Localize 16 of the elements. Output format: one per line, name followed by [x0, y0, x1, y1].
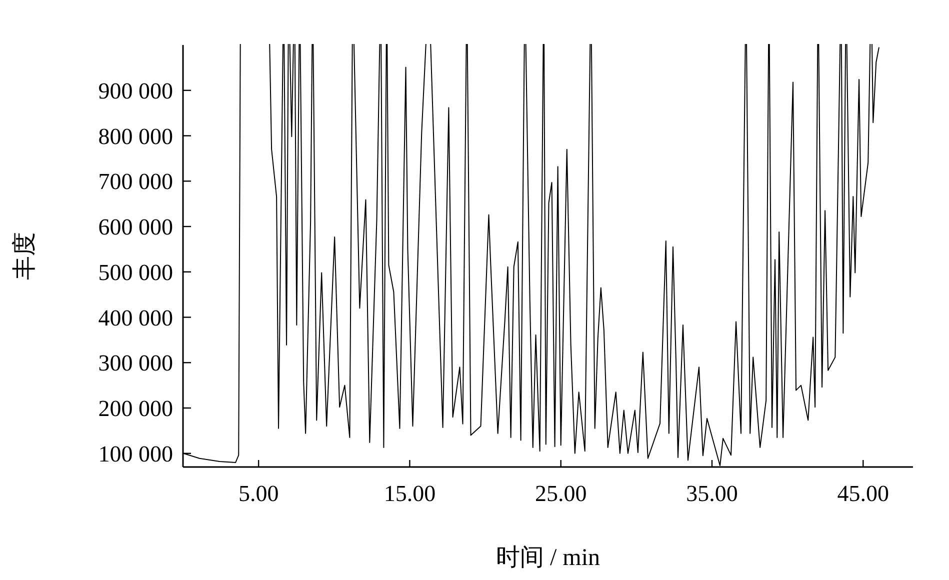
y-axis-title: 丰度 [11, 232, 38, 280]
x-axis-title: 时间 / min [496, 545, 600, 571]
y-tick-label: 100 000 [98, 441, 173, 466]
y-tick-label: 900 000 [98, 78, 173, 104]
x-tick-label: 25.00 [534, 481, 587, 506]
y-tick-label: 200 000 [98, 396, 173, 422]
y-tick-label: 800 000 [98, 124, 173, 149]
y-tick-label: 400 000 [98, 305, 173, 330]
x-tick-label: 5.00 [238, 481, 279, 506]
y-tick-label: 600 000 [98, 214, 173, 240]
y-tick-label: 500 000 [98, 260, 173, 285]
x-tick-label: 35.00 [686, 481, 738, 506]
x-tick-label: 15.00 [384, 481, 436, 506]
y-tick-label: 700 000 [98, 169, 173, 194]
y-tick-label: 300 000 [98, 350, 173, 376]
x-tick-label: 45.00 [837, 481, 889, 506]
